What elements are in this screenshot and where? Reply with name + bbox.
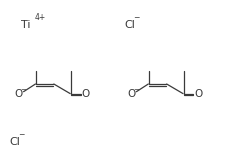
Text: Cl: Cl: [124, 20, 135, 30]
Text: −: −: [18, 130, 25, 139]
Text: Ti: Ti: [21, 20, 31, 30]
Text: 4+: 4+: [35, 13, 46, 22]
Text: −: −: [133, 87, 139, 93]
Text: O: O: [194, 89, 203, 99]
Text: O: O: [127, 89, 136, 99]
Text: O: O: [81, 89, 90, 99]
Text: O: O: [14, 89, 23, 99]
Text: −: −: [20, 87, 26, 93]
Text: Cl: Cl: [9, 137, 20, 147]
Text: −: −: [133, 13, 139, 22]
